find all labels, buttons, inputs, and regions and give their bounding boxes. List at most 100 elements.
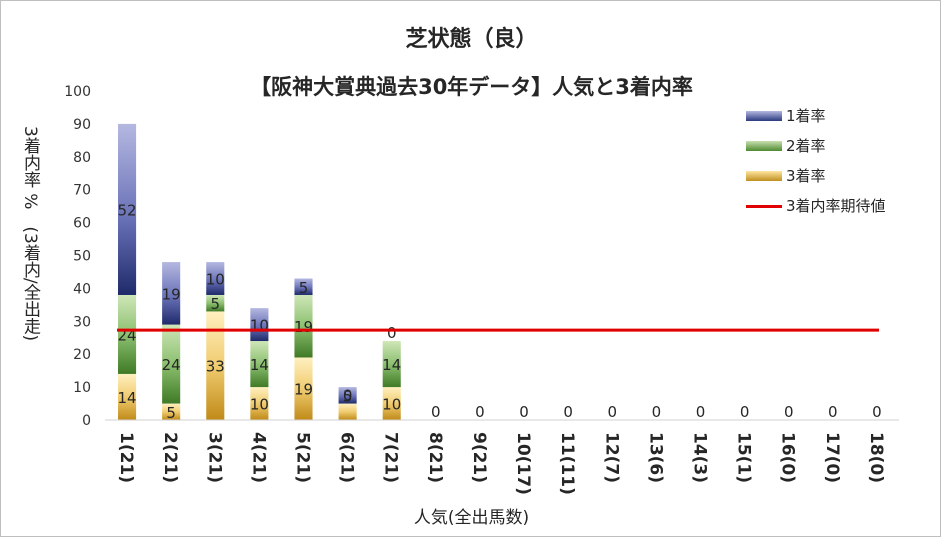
bar-1st xyxy=(338,387,357,404)
legend-item-expected: 3着内率期待値 xyxy=(746,193,941,223)
data-label-2nd: 5 xyxy=(211,295,221,313)
legend-label-3rd: 3着率 xyxy=(786,167,826,185)
chart-title: 芝状態（良） xyxy=(405,27,538,52)
data-label-1st: 52 xyxy=(118,201,137,219)
data-label-3rd: 19 xyxy=(294,381,313,399)
data-label-3rd: 10 xyxy=(250,396,269,414)
x-tick-label: 10(17) xyxy=(513,432,533,495)
x-tick-label: 4(21) xyxy=(248,432,268,483)
x-tick-label: 11(11) xyxy=(557,432,577,495)
bar-2nd xyxy=(162,324,181,404)
y-axis-label: 3着内率 % (3着内/全出走) xyxy=(20,126,40,342)
x-tick-label: 5(21) xyxy=(293,432,313,483)
x-tick-label: 18(0) xyxy=(866,432,886,483)
data-label-2nd: 24 xyxy=(162,356,181,374)
x-tick-label: 14(3) xyxy=(690,432,710,483)
x-tick-label: 3(21) xyxy=(204,432,224,483)
bar-2nd xyxy=(294,294,313,358)
bar-3rd xyxy=(382,387,401,420)
data-label-3rd: 33 xyxy=(206,358,225,376)
bar-1st xyxy=(294,278,313,295)
bar-2nd xyxy=(382,341,401,388)
legend-swatch-3rd xyxy=(746,171,782,181)
y-tick-label: 0 xyxy=(82,413,91,429)
bars xyxy=(118,123,401,420)
bar-3rd xyxy=(206,311,225,420)
x-tick-label: 12(7) xyxy=(601,432,621,483)
data-label-3rd: 0 xyxy=(784,403,794,421)
data-label-2nd: 14 xyxy=(250,356,269,374)
bar-3rd xyxy=(118,373,137,420)
legend-item-2nd: 2着率 xyxy=(746,133,941,163)
x-tick-label: 8(21) xyxy=(425,432,445,483)
y-tick-label: 90 xyxy=(73,117,91,133)
x-axis-label: 人気(全出馬数) xyxy=(413,508,530,528)
data-label-1st: 5 xyxy=(299,279,309,297)
data-label-3rd: 0 xyxy=(740,403,750,421)
x-tick-label: 6(21) xyxy=(337,432,357,483)
y-tick-label: 60 xyxy=(73,216,91,232)
data-label-3rd: 14 xyxy=(118,389,137,407)
data-label-3rd: 0 xyxy=(608,403,618,421)
bar-2nd xyxy=(250,341,269,388)
data-label-1st: 10 xyxy=(250,317,269,335)
bar-1st xyxy=(118,123,137,295)
chart-subtitle: 【阪神大賞典過去30年データ】人気と3着内率 xyxy=(250,75,693,99)
data-label-3rd: 0 xyxy=(872,403,882,421)
x-tick-label: 17(0) xyxy=(822,432,842,483)
data-label-3rd: 0 xyxy=(696,403,706,421)
legend-item-3rd: 3着率 xyxy=(746,163,941,193)
x-tick-label: 16(0) xyxy=(778,432,798,483)
data-label-3rd: 0 xyxy=(563,403,573,421)
data-label-3rd: 0 xyxy=(519,403,529,421)
bar-3rd xyxy=(250,387,269,420)
data-label-3rd: 0 xyxy=(828,403,838,421)
bar-2nd xyxy=(206,294,225,312)
x-tick-label: 9(21) xyxy=(469,432,489,483)
legend-label-expected: 3着内率期待値 xyxy=(786,197,886,215)
data-label-1st: 10 xyxy=(206,271,225,289)
y-tick-label: 30 xyxy=(73,314,91,330)
data-label-3rd: 10 xyxy=(382,396,401,414)
legend-item-1st: 1着率 xyxy=(746,103,941,133)
data-label-1st: 0 xyxy=(387,324,397,342)
x-tick-label: 15(1) xyxy=(734,432,754,483)
bar-1st xyxy=(206,262,225,295)
legend-swatch-2nd xyxy=(746,141,782,151)
bar-2nd xyxy=(118,294,137,374)
legend-label-1st: 1着率 xyxy=(786,107,826,125)
legend: 1着率 2着率 3着率 3着内率期待値 xyxy=(746,103,941,223)
y-axis: 0 10 20 30 40 50 60 70 80 90 100 xyxy=(64,84,91,429)
data-label-3rd: 0 xyxy=(652,403,662,421)
bar-1st xyxy=(162,262,181,325)
legend-swatch-1st xyxy=(746,111,782,121)
data-label-1st: 5 xyxy=(343,387,353,405)
data-label-2nd: 0 xyxy=(343,387,353,405)
legend-swatch-expected xyxy=(746,205,782,208)
legend-label-2nd: 2着率 xyxy=(786,137,826,155)
data-label-1st: 0 xyxy=(475,403,485,421)
bar-3rd xyxy=(338,403,357,420)
x-tick-label: 13(6) xyxy=(645,432,665,483)
y-tick-label: 100 xyxy=(64,84,91,100)
y-tick-label: 10 xyxy=(73,380,91,396)
x-tick-label: 2(21) xyxy=(160,432,180,483)
y-tick-label: 80 xyxy=(73,150,91,166)
bar-3rd xyxy=(294,357,313,420)
x-tick-label: 1(21) xyxy=(116,432,136,483)
x-tick-label: 7(21) xyxy=(381,432,401,483)
data-label-2nd: 19 xyxy=(294,318,313,336)
data-label-2nd: 14 xyxy=(382,356,401,374)
data-label-1st: 19 xyxy=(162,285,181,303)
data-label-3rd: 5 xyxy=(166,404,176,422)
y-tick-label: 40 xyxy=(73,281,91,297)
data-label-3rd: 0 xyxy=(431,403,441,421)
x-axis: 1(21) 2(21) 3(21) 4(21) 5(21) 6(21) 7(21) 8(21)… xyxy=(105,419,899,495)
y-tick-label: 50 xyxy=(73,249,91,265)
bar-3rd xyxy=(162,403,181,420)
y-tick-label: 70 xyxy=(73,183,91,199)
bar-1st xyxy=(250,308,269,342)
